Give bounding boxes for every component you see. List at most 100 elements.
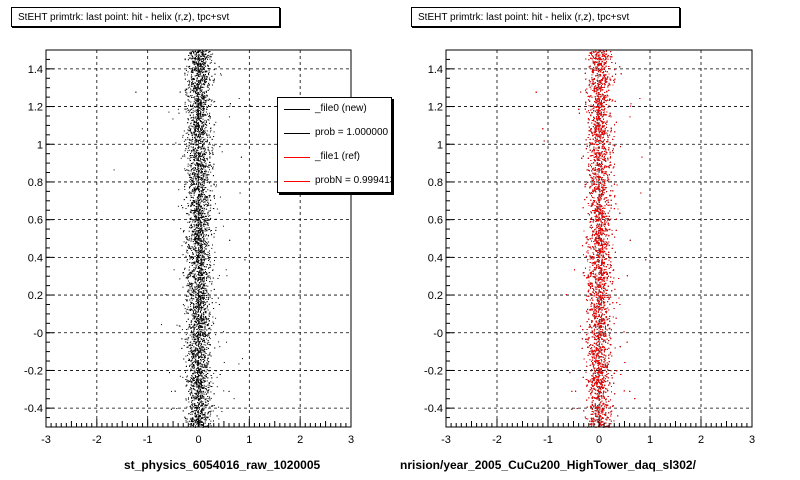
data-point bbox=[200, 397, 202, 399]
data-point bbox=[196, 328, 198, 330]
data-point bbox=[204, 269, 206, 270]
data-point bbox=[203, 304, 205, 306]
data-point bbox=[193, 383, 195, 384]
data-point bbox=[195, 70, 197, 72]
data-point bbox=[196, 110, 198, 112]
data-point bbox=[202, 136, 204, 138]
data-point bbox=[203, 86, 205, 88]
data-point bbox=[202, 272, 204, 274]
data-point bbox=[203, 167, 205, 169]
data-point bbox=[218, 66, 220, 68]
data-point bbox=[192, 71, 194, 73]
data-point bbox=[195, 164, 197, 166]
data-point bbox=[196, 364, 198, 366]
data-point bbox=[187, 71, 189, 73]
data-point bbox=[201, 365, 203, 367]
data-point bbox=[195, 319, 197, 321]
data-point bbox=[208, 370, 210, 372]
data-point bbox=[201, 421, 203, 423]
data-point bbox=[192, 112, 194, 114]
data-point bbox=[213, 136, 215, 137]
data-point bbox=[197, 225, 199, 227]
data-point bbox=[204, 380, 206, 382]
data-point bbox=[199, 365, 201, 367]
data-point bbox=[191, 413, 193, 415]
data-point bbox=[189, 275, 191, 277]
data-point bbox=[203, 166, 205, 168]
data-point bbox=[201, 378, 202, 380]
data-point bbox=[194, 64, 196, 66]
data-point bbox=[192, 262, 194, 264]
data-point bbox=[187, 203, 189, 204]
data-point bbox=[192, 418, 194, 420]
data-point bbox=[204, 381, 206, 382]
data-point bbox=[197, 198, 199, 200]
data-point bbox=[189, 130, 191, 132]
data-point bbox=[199, 383, 201, 385]
data-point bbox=[195, 368, 197, 370]
data-point bbox=[200, 373, 202, 374]
data-point bbox=[199, 89, 201, 91]
data-point bbox=[203, 54, 205, 56]
data-point bbox=[197, 279, 199, 281]
data-point bbox=[209, 117, 211, 119]
data-point bbox=[197, 361, 199, 363]
data-point bbox=[196, 297, 198, 299]
data-point bbox=[200, 309, 202, 311]
data-point bbox=[199, 227, 201, 229]
data-point bbox=[192, 352, 193, 354]
data-point bbox=[195, 293, 197, 295]
data-point bbox=[202, 155, 204, 157]
data-point bbox=[201, 248, 203, 250]
data-point bbox=[198, 163, 200, 165]
data-point bbox=[200, 143, 202, 144]
data-point bbox=[190, 425, 192, 427]
data-point bbox=[185, 421, 187, 423]
data-point bbox=[199, 200, 200, 202]
data-point bbox=[199, 352, 200, 354]
data-point bbox=[200, 315, 202, 317]
data-point bbox=[204, 335, 206, 337]
data-point bbox=[203, 67, 205, 69]
data-point bbox=[183, 199, 185, 201]
data-point bbox=[201, 87, 203, 88]
data-point bbox=[197, 274, 199, 275]
data-point bbox=[186, 375, 188, 377]
data-point bbox=[210, 152, 212, 154]
data-point bbox=[212, 316, 214, 318]
data-point bbox=[192, 81, 194, 83]
data-point bbox=[197, 238, 198, 240]
data-point bbox=[198, 243, 200, 245]
data-point bbox=[191, 125, 193, 127]
data-point bbox=[226, 275, 228, 277]
data-point bbox=[200, 58, 202, 60]
data-point bbox=[192, 210, 194, 211]
data-point bbox=[200, 277, 202, 278]
data-point bbox=[188, 360, 189, 361]
data-point bbox=[194, 51, 196, 53]
data-point bbox=[190, 320, 192, 322]
data-point bbox=[199, 197, 201, 199]
data-point bbox=[199, 80, 201, 82]
data-point bbox=[198, 356, 200, 358]
data-point bbox=[202, 61, 204, 63]
data-point bbox=[197, 381, 199, 383]
data-point bbox=[195, 189, 197, 191]
data-point bbox=[195, 147, 196, 149]
data-point bbox=[207, 201, 209, 203]
data-point bbox=[204, 418, 206, 420]
data-point bbox=[194, 200, 196, 202]
data-point bbox=[200, 303, 202, 305]
data-point bbox=[207, 180, 208, 182]
data-point bbox=[198, 274, 200, 275]
data-point bbox=[197, 386, 199, 387]
data-point bbox=[200, 321, 202, 323]
data-point bbox=[204, 92, 206, 94]
data-point bbox=[203, 226, 205, 227]
data-point bbox=[198, 323, 200, 325]
data-point bbox=[203, 239, 205, 241]
data-point bbox=[213, 78, 215, 80]
data-point bbox=[196, 414, 198, 416]
data-point bbox=[197, 69, 199, 71]
data-point bbox=[200, 127, 202, 129]
